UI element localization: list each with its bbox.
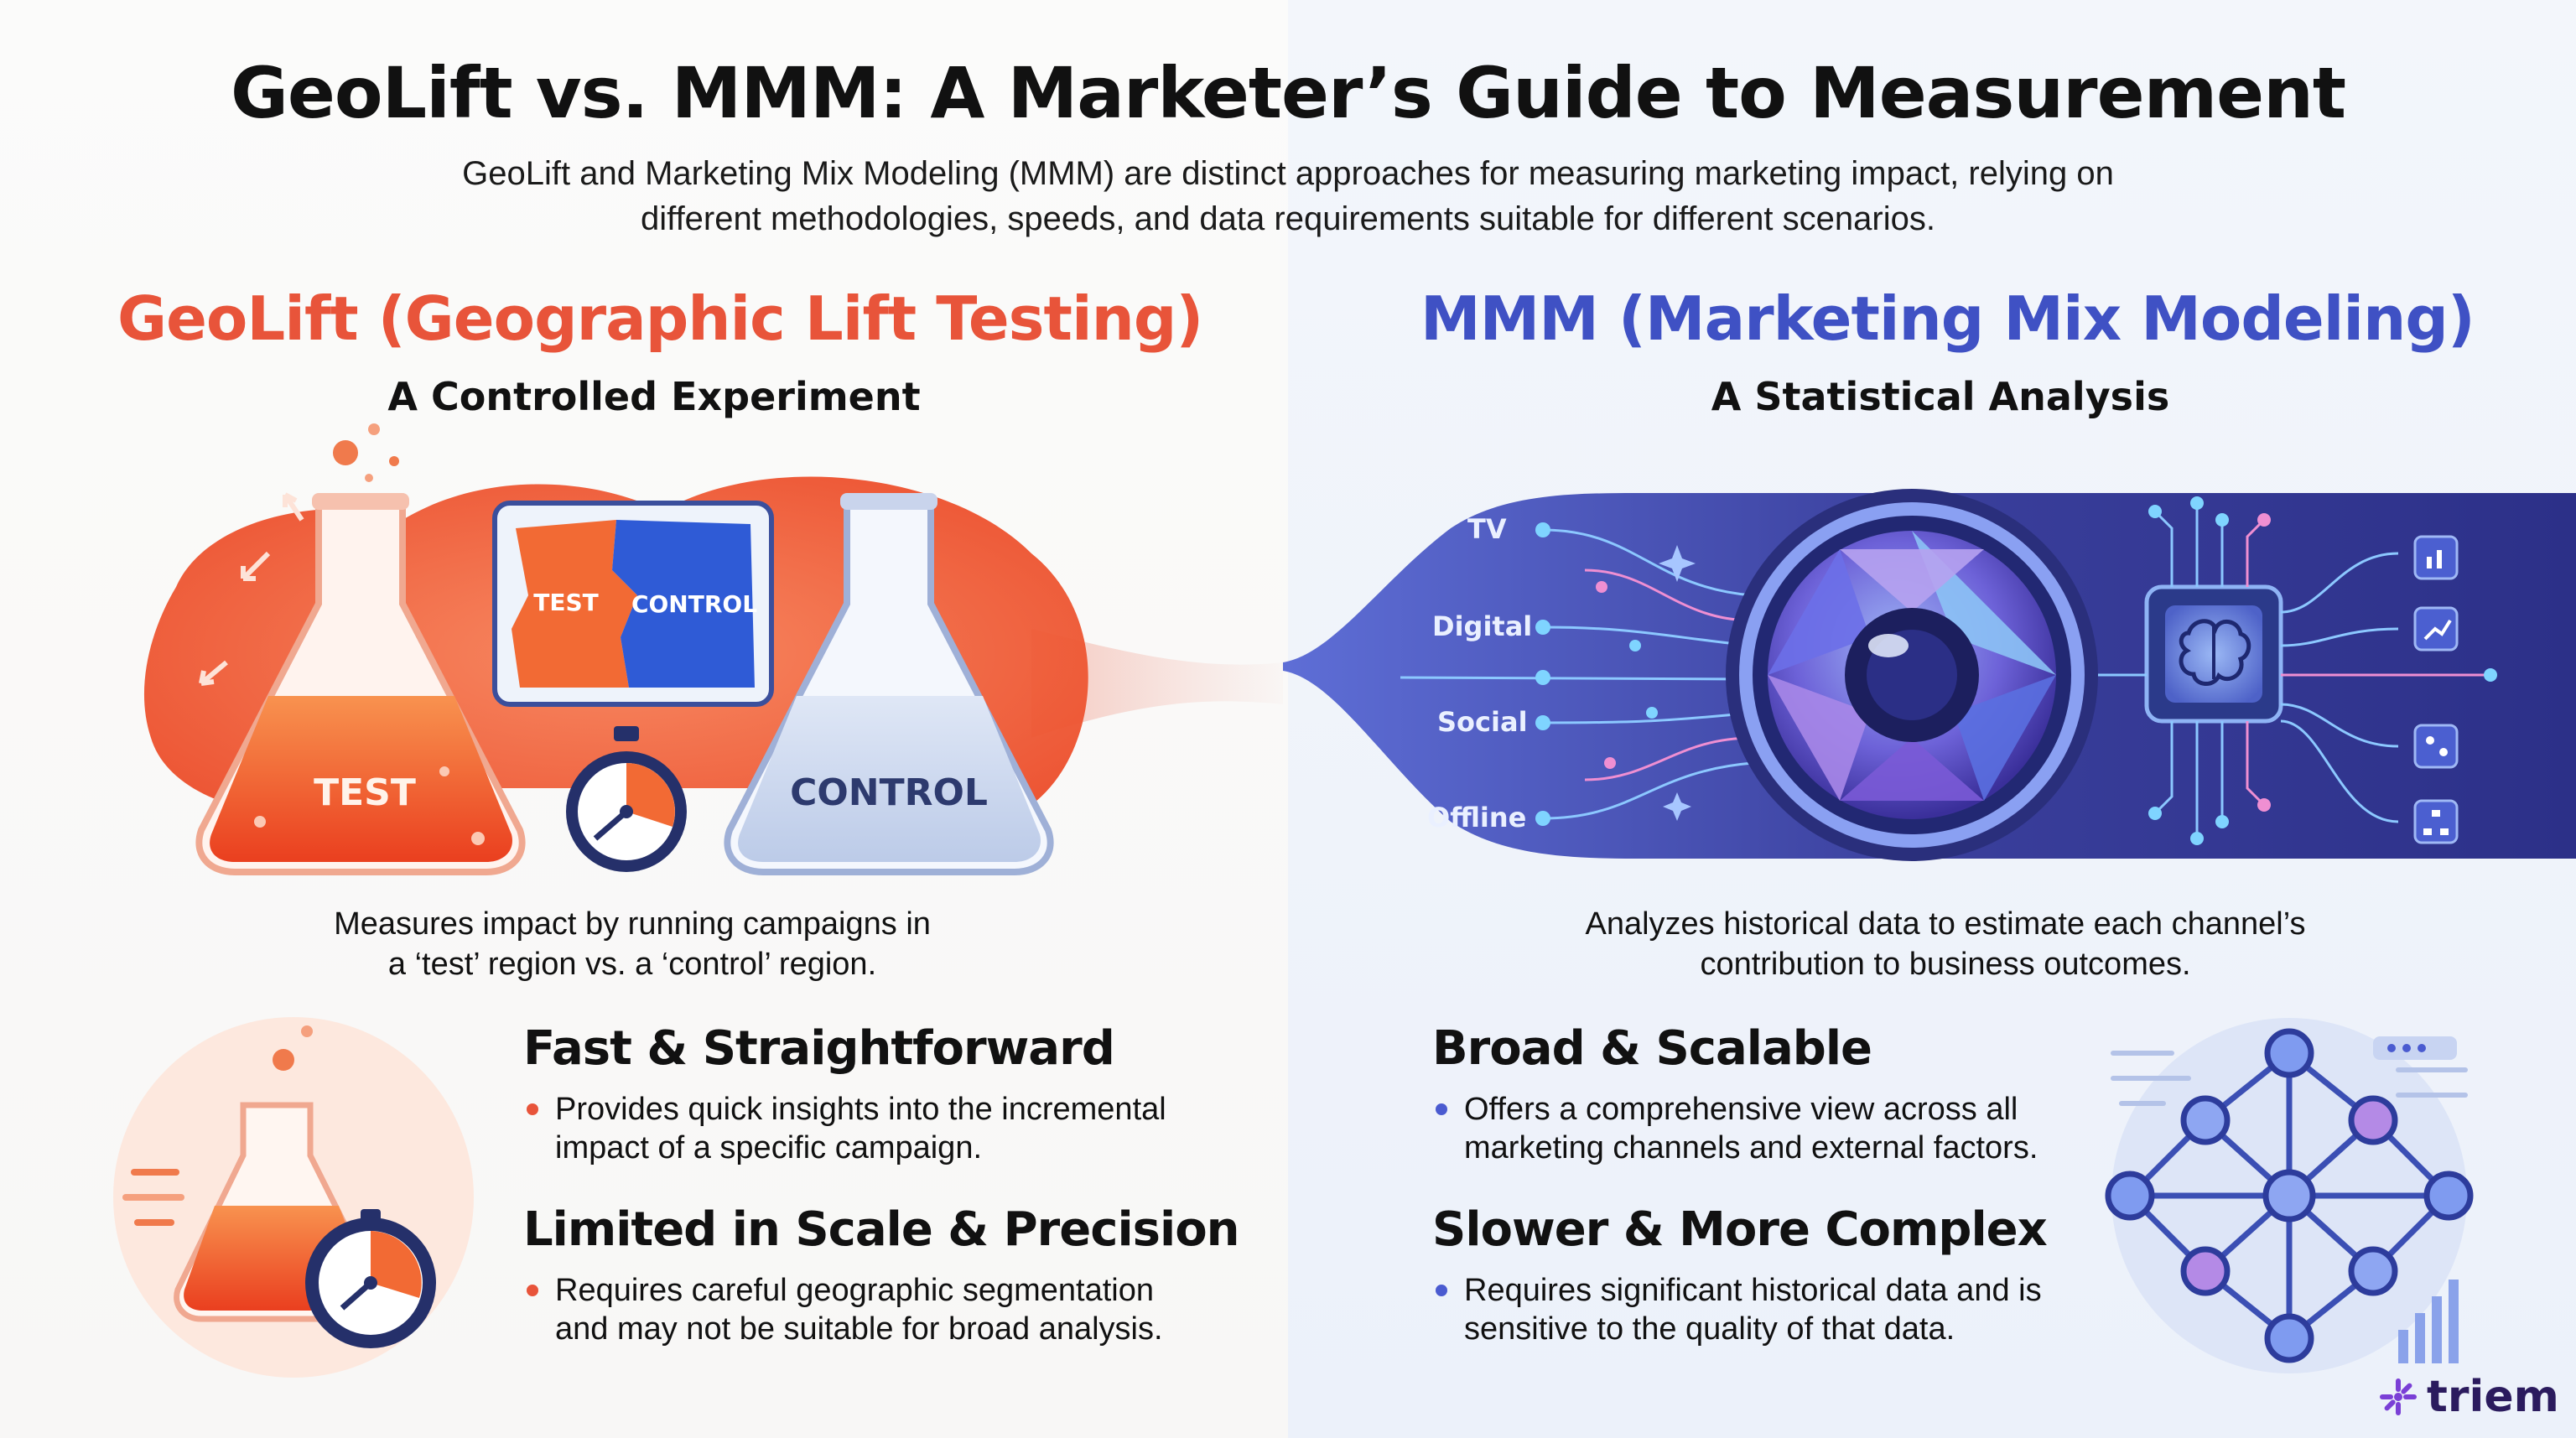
ai-chip-icon	[2144, 584, 2283, 724]
chip-nodes	[2148, 496, 2497, 845]
bubble	[365, 474, 373, 482]
connection-beam	[1031, 629, 1283, 738]
bullet-dot	[1436, 1103, 1447, 1115]
subtitle-line-2: different methodologies, speeds, and dat…	[641, 200, 1935, 237]
aperture-icon	[1726, 489, 2098, 861]
map-test-region	[512, 520, 637, 688]
arrow-icon	[241, 551, 271, 581]
bubble	[389, 456, 399, 466]
channel-label-offline: Offline	[1427, 802, 1526, 833]
hierarchy-icon	[2413, 799, 2459, 844]
geolift-subtitle: A Controlled Experiment	[387, 374, 921, 419]
geolift-description-line-1: Measures impact by running campaigns in	[334, 906, 931, 942]
control-flask-label: CONTROL	[790, 771, 988, 814]
chip-circuit-lines	[2098, 503, 2490, 838]
geolift-illustration: TEST TEST CONTROL CONTROL	[143, 423, 1283, 875]
mini-bar-chart-icon	[2398, 1280, 2459, 1363]
network-icon	[2413, 724, 2459, 769]
mmm-con-bullet: Requires significant historical data and…	[1432, 1271, 2042, 1348]
geolift-title: GeoLift (Geographic Lift Testing)	[117, 283, 1203, 354]
stopwatch-icon	[305, 1209, 436, 1348]
bullet-dot	[1436, 1285, 1447, 1296]
arrow-icon	[283, 492, 304, 522]
mmm-description: Analyzes historical data to estimate eac…	[1526, 904, 2365, 984]
test-flask-label: TEST	[314, 771, 416, 814]
geolift-pro-line-1: Provides quick insights into the increme…	[555, 1092, 1166, 1127]
geolift-pro-line-2: impact of a specific campaign.	[555, 1130, 983, 1165]
sparkle-icon	[1663, 792, 1691, 821]
mmm-title: MMM (Marketing Mix Modeling)	[1420, 283, 2475, 354]
arrow-icon	[199, 660, 228, 686]
bubble	[368, 423, 380, 435]
map-test-label: TEST	[533, 589, 599, 616]
geolift-feature-icon	[113, 1017, 474, 1378]
bar-chart-icon	[2413, 535, 2459, 580]
geolift-con-line-1: Requires careful geographic segmentation	[555, 1273, 1154, 1308]
mmm-feature-icon	[2105, 1018, 2474, 1373]
stopwatch-icon	[566, 726, 687, 872]
bubble	[301, 1025, 313, 1037]
mmm-con-title: Slower & More Complex	[1432, 1202, 2048, 1257]
bullet-dot	[527, 1103, 538, 1115]
brand-logo: triem	[2378, 1372, 2559, 1422]
sparkle-icon	[2380, 1378, 2417, 1415]
brand-name: triem	[2427, 1372, 2559, 1422]
geolift-pro-title: Fast & Straightforward	[523, 1021, 1115, 1076]
bubble	[273, 1049, 294, 1071]
mmm-con-line-1: Requires significant historical data and…	[1464, 1273, 2042, 1308]
input-nodes	[1535, 522, 1658, 826]
channel-label-social: Social	[1437, 706, 1528, 738]
mmm-pro-line-1: Offers a comprehensive view across all	[1464, 1092, 2018, 1127]
map-control-label: CONTROL	[631, 590, 757, 618]
sparkle-icon	[1659, 545, 1696, 582]
mmm-description-line-1: Analyzes historical data to estimate eac…	[1585, 906, 2306, 942]
geolift-pro-bullet: Provides quick insights into the increme…	[523, 1090, 1166, 1167]
control-flask-liquid	[738, 696, 1041, 862]
network-nodes	[2105, 1028, 2474, 1363]
mmm-pro-title: Broad & Scalable	[1432, 1021, 1872, 1076]
trend-chart-icon	[2413, 606, 2459, 652]
channel-label-digital: Digital	[1432, 610, 1532, 642]
geolift-con-bullet: Requires careful geographic segmentation…	[523, 1271, 1163, 1348]
test-flask-liquid	[210, 696, 512, 862]
mmm-illustration: TV Digital Social Offline	[1283, 489, 2576, 861]
mmm-description-line-2: contribution to business outcomes.	[1700, 947, 2191, 982]
page-title: GeoLift vs. MMM: A Marketer’s Guide to M…	[230, 52, 2346, 134]
input-circuit-lines	[1400, 528, 1753, 820]
geolift-description-line-2: a ‘test’ region vs. a ‘control’ region.	[387, 947, 877, 982]
geolift-con-line-2: and may not be suitable for broad analys…	[555, 1311, 1163, 1347]
geolift-con-title: Limited in Scale & Precision	[523, 1202, 1240, 1257]
geolift-description: Measures impact by running campaigns in …	[213, 904, 1052, 984]
subtitle-line-1: GeoLift and Marketing Mix Modeling (MMM)…	[462, 155, 2114, 192]
bubble	[333, 440, 358, 465]
bullet-dot	[527, 1285, 538, 1296]
mmm-pro-line-2: marketing channels and external factors.	[1464, 1130, 2038, 1165]
mmm-con-line-2: sensitive to the quality of that data.	[1464, 1311, 1955, 1347]
mmm-pro-bullet: Offers a comprehensive view across all m…	[1432, 1090, 2038, 1167]
map-control-region	[612, 520, 755, 688]
channel-label-tv: TV	[1467, 513, 1507, 545]
mmm-subtitle: A Statistical Analysis	[1711, 374, 2170, 419]
page-subtitle: GeoLift and Marketing Mix Modeling (MMM)…	[366, 151, 2210, 241]
